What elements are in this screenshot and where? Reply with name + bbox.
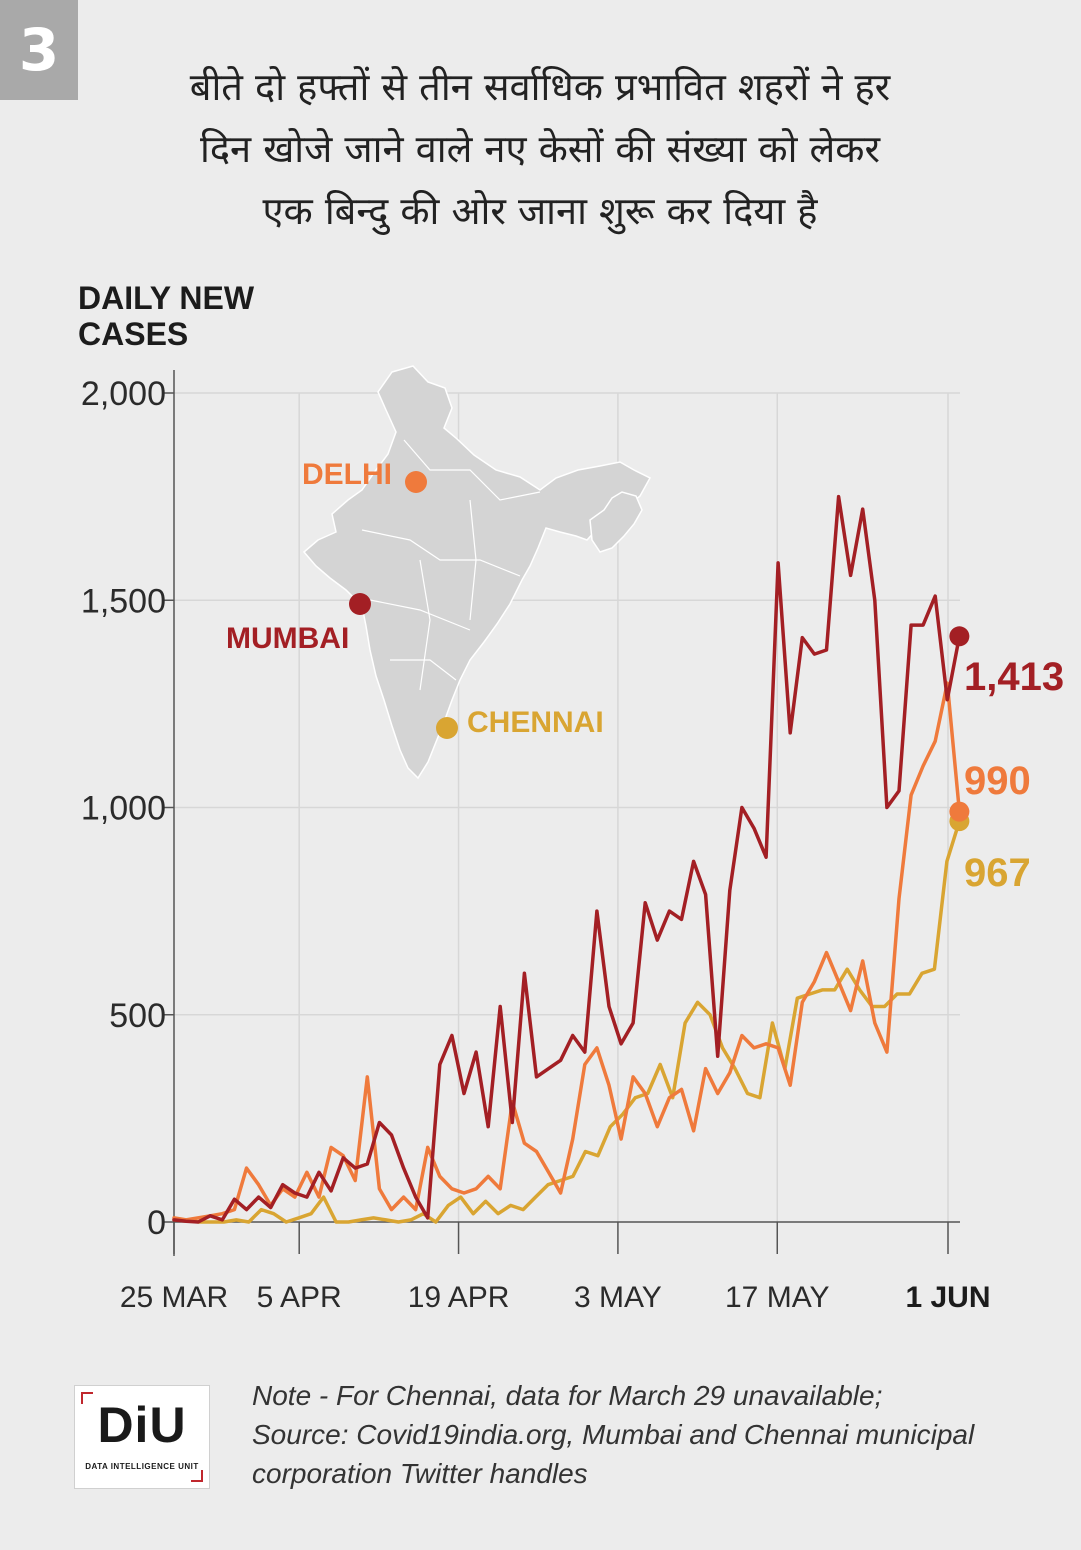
note-line: corporation Twitter handles (252, 1458, 588, 1489)
headline-line: एक बिन्दु की ओर जाना शुरू कर दिया है (262, 189, 818, 233)
y-axis-title-line: CASES (78, 316, 189, 352)
y-tick-label: 1,500 (81, 582, 166, 620)
chart-number-badge: 3 (0, 0, 78, 100)
state-borders (361, 439, 541, 691)
series-line-mumbai (172, 494, 962, 1224)
headline-line: दिन खोजे जाने वाले नए केसों की संख्या को… (200, 127, 880, 171)
y-tick-label: 2,000 (81, 375, 166, 413)
x-tick-label: 17 MAY (725, 1281, 830, 1314)
city-marker-delhi (405, 471, 427, 493)
y-axis-title: DAILY NEW CASES (78, 280, 254, 352)
x-tick-label: 19 APR (408, 1281, 510, 1314)
state-border (390, 659, 457, 681)
city-label-mumbai: MUMBAI (226, 622, 349, 655)
end-label-chennai: 967 (964, 851, 1031, 895)
x-tick-label: 3 MAY (574, 1281, 662, 1314)
series-line-delhi (172, 681, 962, 1222)
state-border (419, 559, 431, 691)
logo-corner (191, 1470, 203, 1482)
city-label-chennai: CHENNAI (467, 706, 604, 739)
india-map-shape (302, 365, 652, 780)
label-layer: 967 990 1,413 (949, 626, 1064, 895)
logo-corner (81, 1392, 93, 1404)
series-layer (172, 494, 962, 1224)
x-tick-label: 5 APR (257, 1281, 342, 1314)
axis-layer: 0 500 1,000 1,500 2,000 25 MAR 5 APR 19 APR 3 MA… (81, 370, 991, 1314)
y-tick-label: 1,000 (81, 790, 166, 828)
india-northeast-shape (589, 491, 643, 553)
india-map: DELHI MUMBAI CHENNAI (226, 365, 652, 780)
diu-logo: DiU DATA INTELLIGENCE UNIT (74, 1385, 210, 1489)
series-line-chennai (172, 819, 962, 1224)
logo-subtitle: DATA INTELLIGENCE UNIT (85, 1462, 199, 1471)
y-tick-label: 0 (147, 1204, 166, 1242)
end-marker-delhi (949, 801, 970, 822)
end-label-mumbai: 1,413 (964, 655, 1064, 699)
state-border (403, 439, 541, 501)
note-line: Note - For Chennai, data for March 29 un… (252, 1380, 883, 1411)
headline-line: बीते दो हफ्तों से तीन सर्वाधिक प्रभावित … (189, 65, 891, 109)
city-label-delhi: DELHI (302, 458, 392, 491)
state-border (469, 499, 477, 621)
logo-wordmark: DiU (97, 1397, 187, 1453)
x-tick-label: 1 JUN (905, 1281, 990, 1314)
note-line: Source: Covid19india.org, Mumbai and Che… (252, 1419, 975, 1450)
city-marker-mumbai (349, 593, 371, 615)
end-label-delhi: 990 (964, 759, 1031, 803)
y-axis-title-line: DAILY NEW (78, 280, 255, 316)
y-tick-label: 500 (109, 997, 166, 1035)
x-tick-label: 25 MAR (120, 1281, 228, 1314)
headline: बीते दो हफ्तों से तीन सर्वाधिक प्रभावित … (90, 56, 990, 242)
city-marker-chennai (436, 717, 458, 739)
state-border (361, 529, 521, 577)
source-note: Note - For Chennai, data for March 29 un… (252, 1376, 1032, 1493)
state-border (369, 599, 471, 631)
end-marker-mumbai (949, 626, 970, 647)
